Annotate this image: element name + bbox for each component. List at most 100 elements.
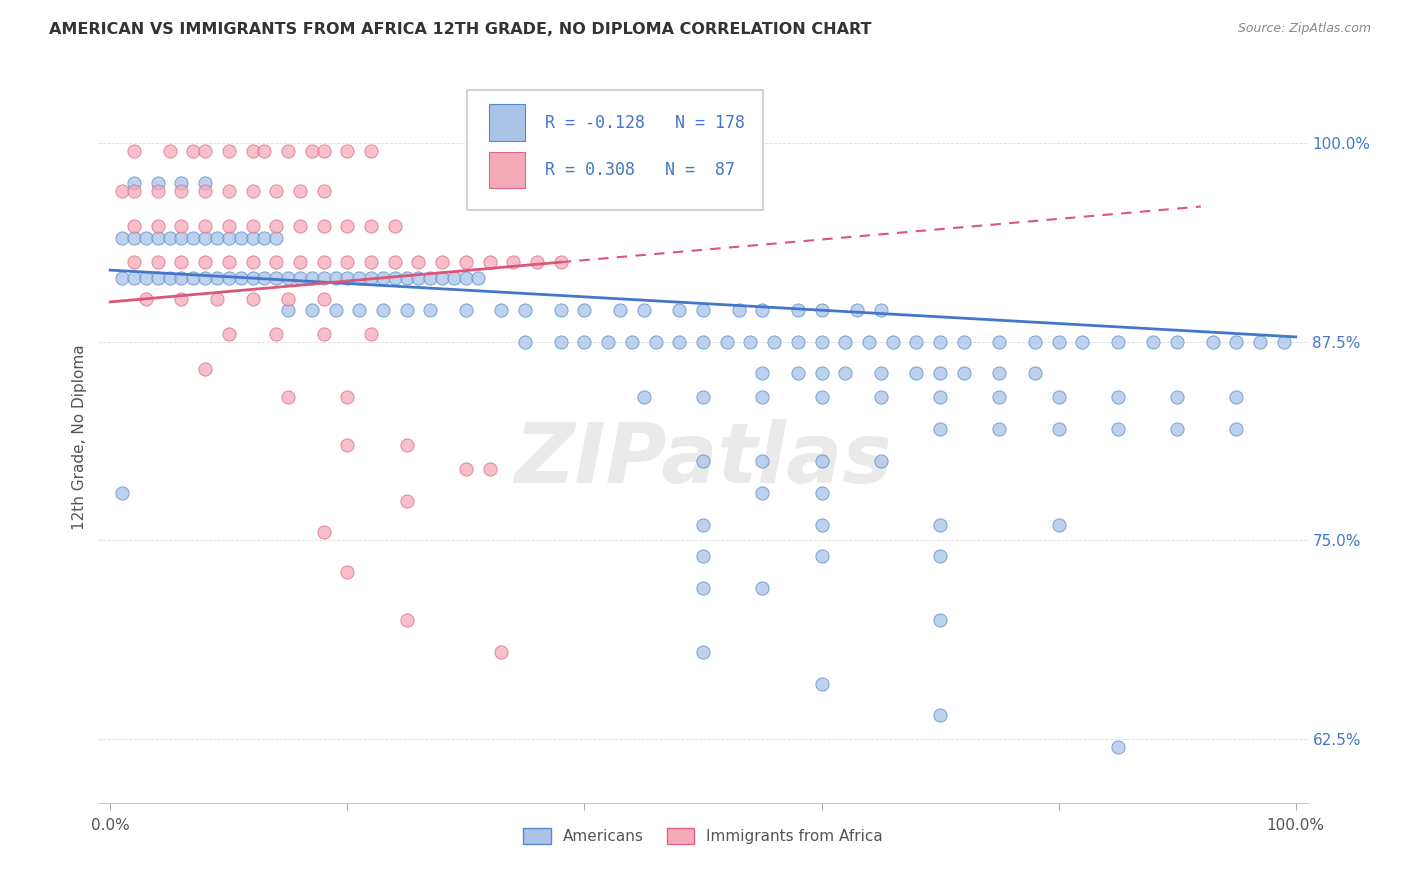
Point [146, 219, 169, 233]
Point [1107, 334, 1129, 349]
Point [668, 302, 690, 317]
Point [312, 292, 335, 306]
Point [929, 613, 952, 627]
Point [218, 184, 240, 198]
Point [692, 390, 714, 404]
Point [312, 144, 335, 158]
Point [869, 367, 891, 381]
Point [478, 462, 501, 476]
Point [478, 255, 501, 269]
Point [122, 176, 145, 190]
Point [952, 334, 974, 349]
Point [786, 302, 808, 317]
Point [170, 292, 193, 306]
Point [395, 493, 418, 508]
Point [751, 390, 773, 404]
Point [1107, 740, 1129, 755]
Point [205, 231, 228, 245]
Point [194, 271, 217, 285]
Point [395, 302, 418, 317]
Point [111, 271, 134, 285]
Point [633, 302, 655, 317]
Point [218, 231, 240, 245]
Point [301, 302, 323, 317]
Point [810, 676, 832, 690]
Point [929, 390, 952, 404]
Point [122, 144, 145, 158]
Point [181, 271, 204, 285]
Point [550, 255, 572, 269]
Point [574, 302, 596, 317]
Point [253, 144, 276, 158]
Point [443, 271, 465, 285]
Point [751, 367, 773, 381]
Point [988, 334, 1011, 349]
Point [242, 184, 264, 198]
Text: Source: ZipAtlas.com: Source: ZipAtlas.com [1237, 22, 1371, 36]
Point [122, 231, 145, 245]
Point [454, 255, 477, 269]
Point [834, 367, 856, 381]
Point [253, 271, 276, 285]
Point [312, 184, 335, 198]
Point [810, 485, 832, 500]
Point [1071, 334, 1094, 349]
Point [1166, 422, 1188, 436]
Point [1202, 334, 1225, 349]
Point [408, 271, 430, 285]
Point [384, 219, 406, 233]
FancyBboxPatch shape [489, 152, 526, 188]
Point [952, 367, 974, 381]
Point [288, 271, 311, 285]
Point [205, 292, 228, 306]
Point [242, 292, 264, 306]
Point [181, 231, 204, 245]
Point [264, 271, 287, 285]
Point [395, 438, 418, 452]
Point [1166, 334, 1188, 349]
Point [1024, 334, 1046, 349]
Point [242, 271, 264, 285]
Point [988, 390, 1011, 404]
Point [205, 271, 228, 285]
Point [135, 292, 157, 306]
Point [146, 255, 169, 269]
Point [1225, 390, 1247, 404]
Point [609, 302, 631, 317]
Point [692, 549, 714, 564]
Point [371, 271, 394, 285]
Point [727, 302, 749, 317]
Point [929, 517, 952, 532]
Point [218, 144, 240, 158]
Y-axis label: 12th Grade, No Diploma: 12th Grade, No Diploma [72, 344, 87, 530]
Point [170, 255, 193, 269]
Point [229, 271, 252, 285]
Point [122, 271, 145, 285]
Point [312, 326, 335, 341]
Point [810, 334, 832, 349]
FancyBboxPatch shape [467, 89, 763, 211]
Point [218, 326, 240, 341]
Point [395, 271, 418, 285]
Point [1047, 334, 1070, 349]
Point [834, 334, 856, 349]
Point [360, 326, 382, 341]
Point [312, 219, 335, 233]
Point [1272, 334, 1295, 349]
Point [122, 184, 145, 198]
Point [277, 390, 299, 404]
Point [194, 176, 217, 190]
Point [146, 271, 169, 285]
Point [170, 176, 193, 190]
Point [620, 334, 643, 349]
Point [869, 454, 891, 468]
Point [218, 255, 240, 269]
Point [598, 334, 620, 349]
Point [869, 302, 891, 317]
Point [740, 334, 762, 349]
Point [122, 219, 145, 233]
Point [384, 255, 406, 269]
Point [242, 231, 264, 245]
Point [360, 255, 382, 269]
Point [419, 271, 441, 285]
